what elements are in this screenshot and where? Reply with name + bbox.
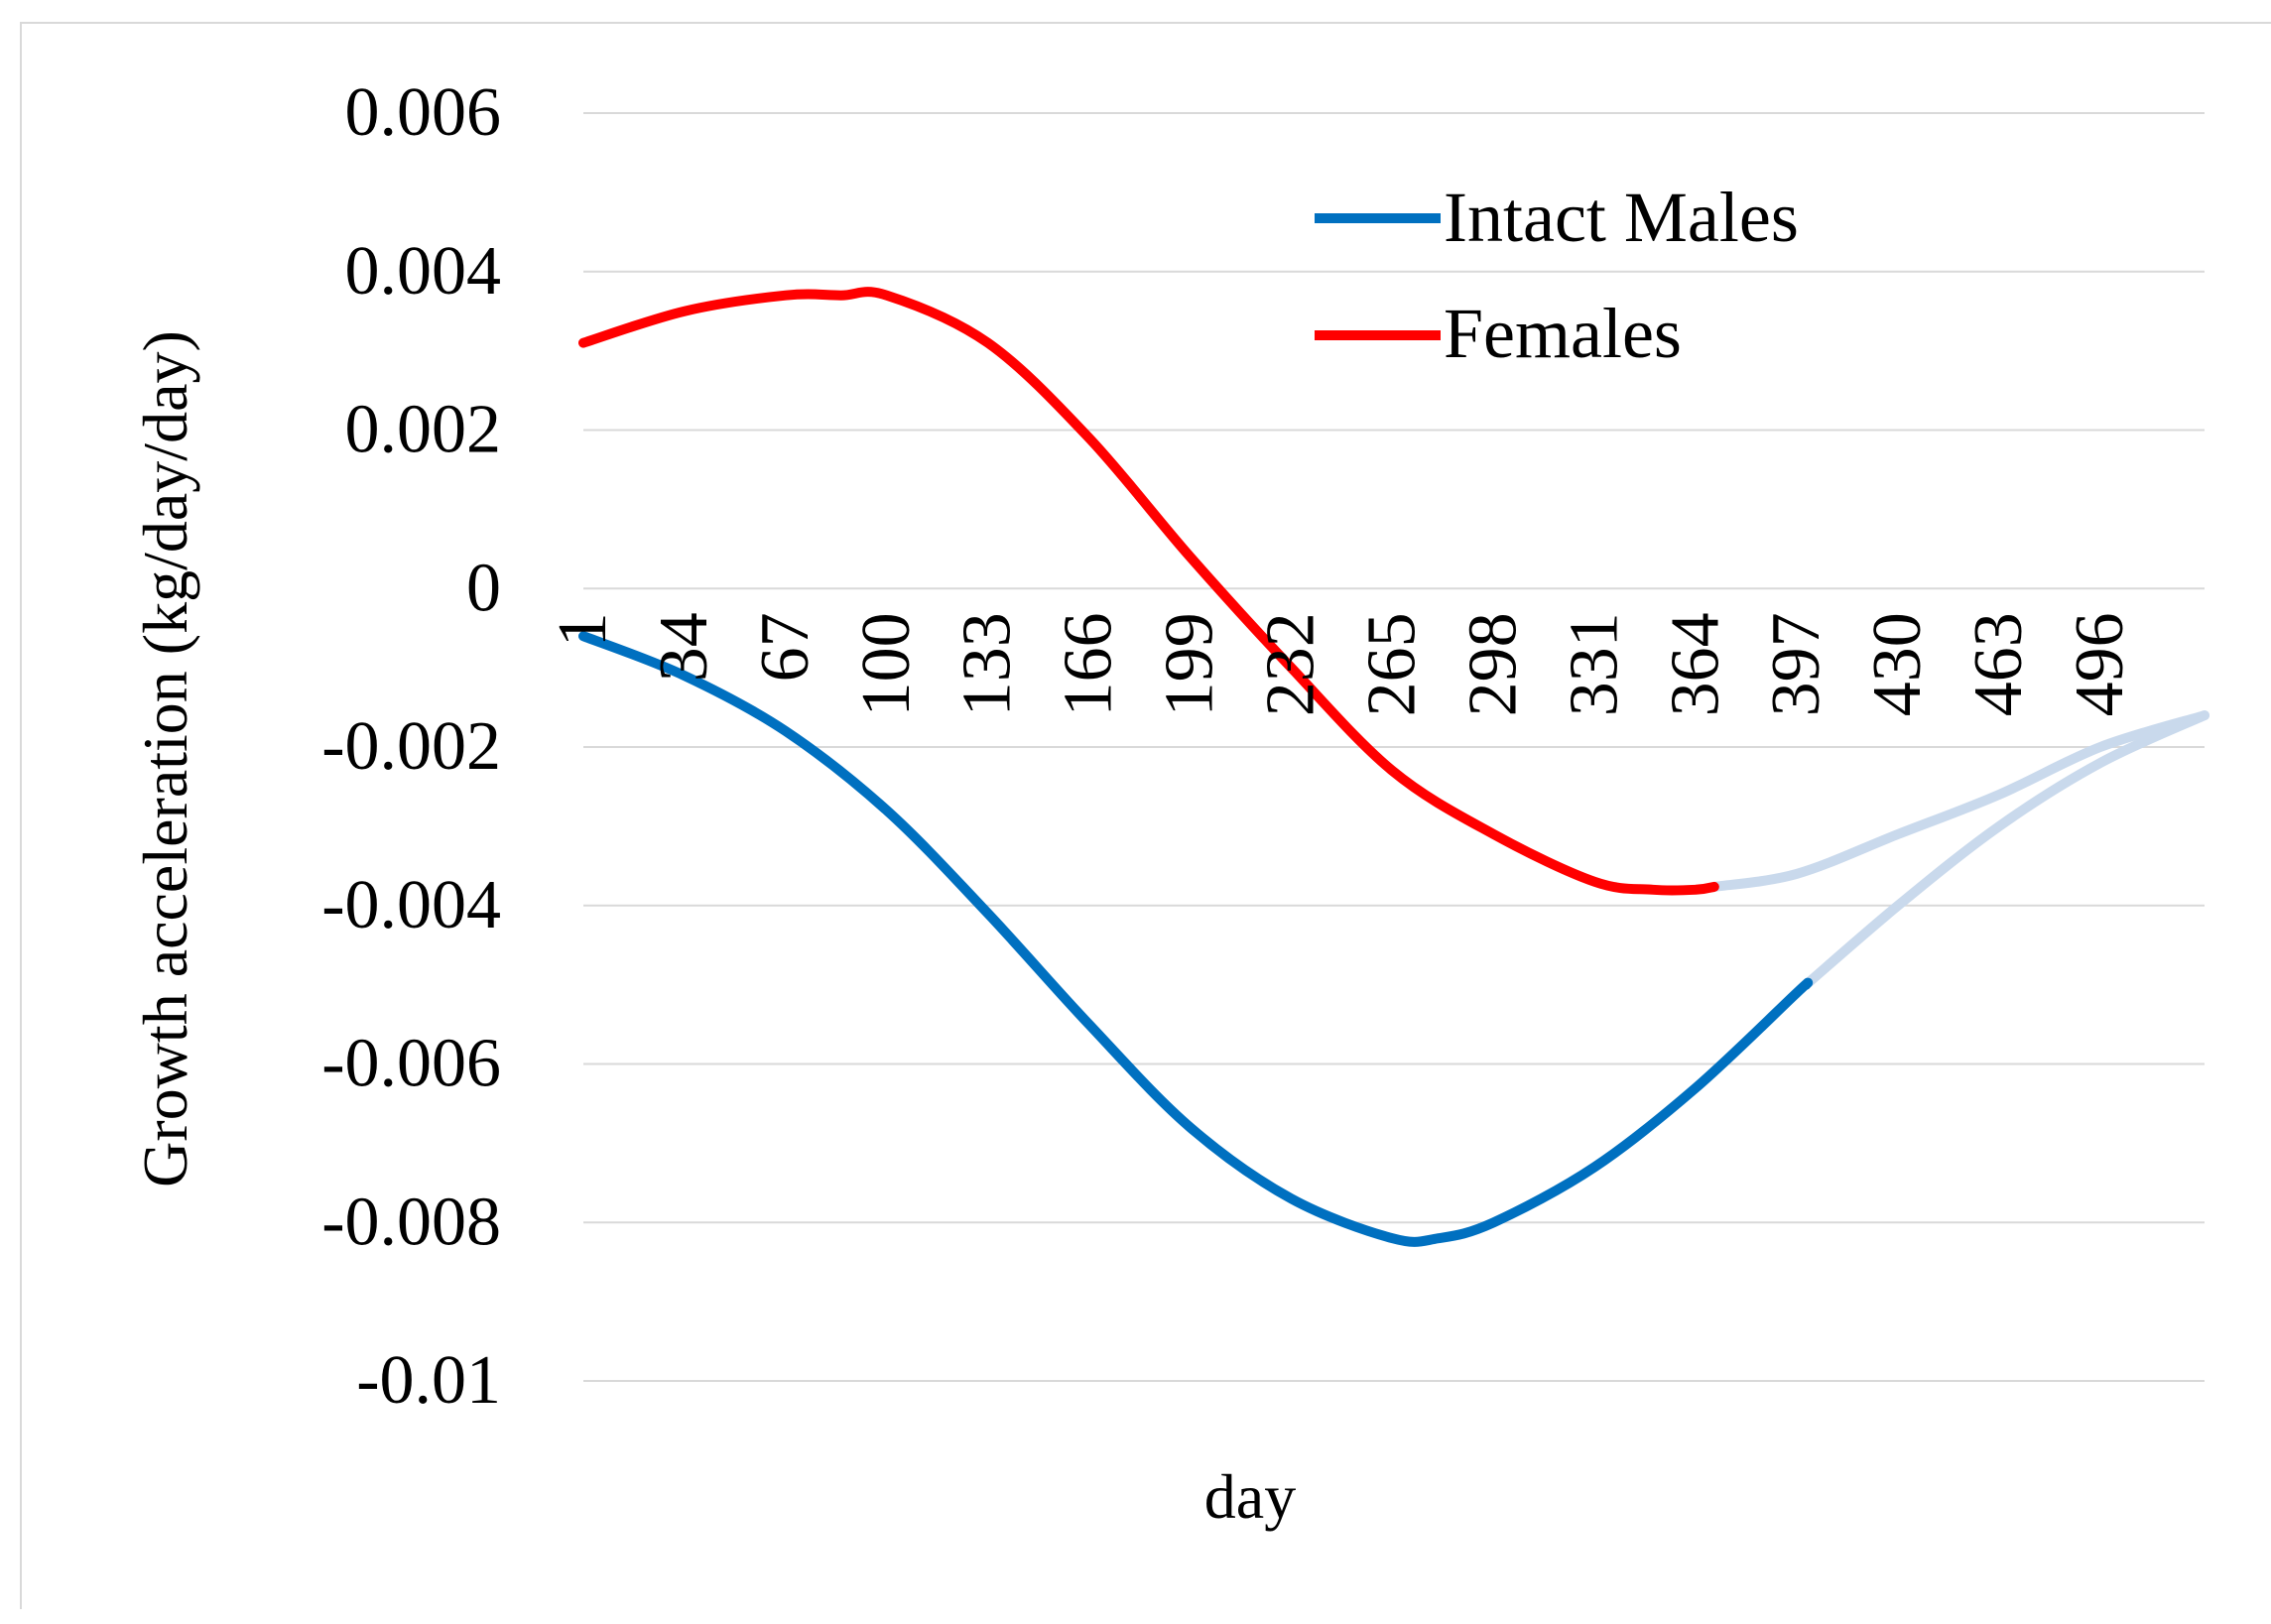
legend-label-intact-males: Intact Males bbox=[1444, 178, 1799, 257]
x-tick-label: 100 bbox=[848, 612, 925, 716]
y-tick-label: 0.006 bbox=[345, 74, 502, 151]
x-tick-label: 199 bbox=[1152, 612, 1228, 716]
y-tick-label: -0.01 bbox=[356, 1342, 501, 1419]
y-tick-label: -0.004 bbox=[321, 867, 501, 943]
x-tick-label: 166 bbox=[1051, 612, 1127, 716]
x-tick-label: 463 bbox=[1960, 612, 2037, 716]
x-tick-label: 67 bbox=[747, 612, 823, 682]
x-tick-label: 331 bbox=[1556, 612, 1632, 716]
x-tick-label: 430 bbox=[1859, 612, 1936, 716]
y-tick-label: -0.008 bbox=[321, 1184, 501, 1260]
y-tick-label: 0.002 bbox=[345, 392, 502, 468]
x-tick-label: 232 bbox=[1252, 612, 1328, 716]
chart-frame bbox=[20, 22, 2271, 1609]
gridlines bbox=[583, 112, 2205, 1382]
series-line-females bbox=[578, 287, 1719, 896]
x-tick-label: 397 bbox=[1758, 612, 1834, 716]
x-tick-label: 496 bbox=[2062, 612, 2138, 716]
y-axis-title: Growth acceleration (kg/day/day) bbox=[130, 330, 200, 1187]
x-axis-ticks: 1 34 67 100 133 166 199 232 265 298 331 364 397 430 46… bbox=[545, 612, 2138, 716]
y-tick-label: -0.006 bbox=[321, 1026, 501, 1102]
legend-item-intact-males: Intact Males bbox=[1315, 178, 1799, 257]
y-tick-label: -0.002 bbox=[321, 708, 501, 785]
legend-item-females: Females bbox=[1315, 294, 1682, 373]
x-tick-label: 1 bbox=[545, 612, 621, 647]
legend-label-females: Females bbox=[1444, 294, 1682, 373]
series-line-intact-males bbox=[578, 631, 1814, 1247]
y-tick-label: 0 bbox=[466, 550, 501, 626]
x-tick-label: 298 bbox=[1454, 612, 1531, 716]
series-line-intact-males-faded bbox=[1801, 710, 2209, 990]
x-tick-label: 364 bbox=[1657, 612, 1733, 716]
x-tick-label: 34 bbox=[646, 612, 722, 682]
series-line-females-faded bbox=[1708, 710, 2209, 892]
x-axis-title: day bbox=[1204, 1461, 1296, 1532]
x-tick-label: 133 bbox=[949, 612, 1026, 716]
y-tick-label: 0.004 bbox=[345, 233, 502, 310]
x-tick-label: 265 bbox=[1353, 612, 1430, 716]
series-lines bbox=[578, 287, 2209, 1247]
y-axis-ticks: 0.006 0.004 0.002 0 -0.002 -0.004 -0.006 -0.008… bbox=[321, 74, 501, 1419]
legend: Intact Males Females bbox=[1315, 178, 1799, 373]
